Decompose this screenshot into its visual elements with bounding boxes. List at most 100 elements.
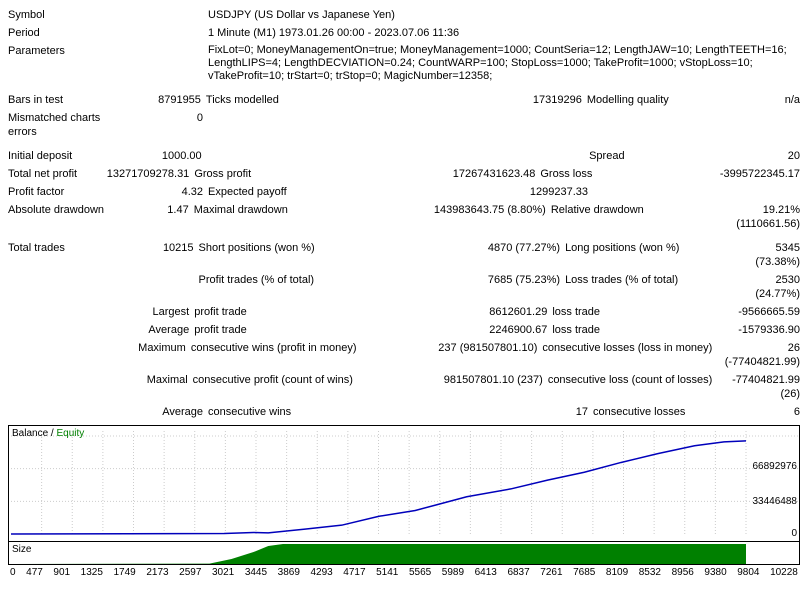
chart-legend: Balance / Equity [12,428,84,439]
params-value: FixLot=0; MoneyManagementOn=true; MoneyM… [208,44,800,83]
apt-val: 2246900.67 [380,323,552,337]
modq-label: Modelling quality [587,93,785,107]
x-axis: 0477901132517492173259730213445386942934… [8,567,800,578]
xtick: 5565 [409,567,431,578]
mcls-label: consecutive loss (count of losses) [548,373,732,401]
row-period: Period 1 Minute (M1) 1973.01.26 00:00 - … [8,26,800,40]
mcw-val: 237 (981507801.10) [373,341,542,369]
symbol-label: Symbol [8,8,118,22]
xtick: 5989 [442,567,464,578]
acl-label: consecutive losses [593,405,793,419]
absdd-val: 1.47 [110,203,194,231]
xtick: 10228 [770,567,798,578]
tt-label: Total trades [8,241,113,269]
llt-val: -9566665.59 [738,305,800,319]
maxdd-label: Maximal drawdown [194,203,379,231]
params-label: Parameters [8,44,118,83]
ep-val: 1299237.33 [408,185,593,199]
pf-val: 4.32 [118,185,208,199]
balance-svg [9,426,799,541]
mcl-label: consecutive losses (loss in money) [542,341,724,369]
acl-val: 6 [793,405,800,419]
row-parameters: Parameters FixLot=0; MoneyManagementOn=t… [8,44,800,83]
xtick: 7685 [573,567,595,578]
size-legend: Size [12,544,31,555]
xtick: 3445 [245,567,267,578]
spread-val: 20 [788,149,800,163]
maximal-label: Maximal [109,373,192,401]
lt-label: Loss trades (% of total) [565,273,755,301]
llt-label: loss trade [552,305,738,319]
xtick: 1325 [81,567,103,578]
apt-label: profit trade [194,323,380,337]
maxdd-val: 143983643.75 (8.80%) [379,203,551,231]
short-label: Short positions (won %) [199,241,389,269]
gross-val: 17267431623.48 [374,167,541,181]
xtick: 6413 [475,567,497,578]
grossloss-val: -3995722345.17 [720,167,800,181]
period-value: 1 Minute (M1) 1973.01.26 00:00 - 2023.07… [208,26,800,40]
netprofit-label: Total net profit [8,167,107,181]
xtick: 4293 [310,567,332,578]
ytick-3: 0 [791,528,797,539]
absdd-label: Absolute drawdown [8,203,110,231]
long-val: 5345 (73.38%) [755,241,800,269]
modq-val: n/a [785,93,800,107]
balance-equity-chart: Balance / Equity 66892976 33446488 0 [9,426,799,541]
xtick: 901 [53,567,70,578]
xtick: 8956 [672,567,694,578]
long-label: Long positions (won %) [565,241,755,269]
short-val: 4870 (77.27%) [389,241,565,269]
xtick: 5141 [376,567,398,578]
xtick: 8109 [606,567,628,578]
period-label: Period [8,26,118,40]
ytick-2: 33446488 [753,496,798,507]
average-label2: Average [118,405,208,419]
pt-val: 7685 (75.23%) [389,273,565,301]
ticks-val: 17319296 [404,93,587,107]
lt-val: 2530 (24.77%) [755,273,800,301]
mcp-val: 981507801.10 (237) [377,373,548,401]
alt-val: -1579336.90 [738,323,800,337]
bars-label: Bars in test [8,93,117,107]
xtick: 2173 [146,567,168,578]
strategy-chart: Balance / Equity 66892976 33446488 0 Siz… [8,425,800,565]
xtick: 9804 [737,567,759,578]
xtick: 8532 [639,567,661,578]
pf-label: Profit factor [8,185,118,199]
pt-label: Profit trades (% of total) [199,273,389,301]
reldd-val: 19.21% (1110661.56) [736,203,800,231]
mcw-label: consecutive wins (profit in money) [191,341,373,369]
xtick: 477 [26,567,43,578]
gross-label: Gross profit [194,167,374,181]
maximum-label: Maximum [108,341,191,369]
equity-legend: Equity [56,428,84,439]
mcp-label: consecutive profit (count of wins) [193,373,377,401]
size-chart: Size [9,541,799,564]
largest-label: Largest [110,305,194,319]
mcls-val: -77404821.99 (26) [732,373,800,401]
initdep-val: 1000.00 [117,149,206,163]
bars-val: 8791955 [117,93,206,107]
mism-label: Mismatched charts errors [8,111,118,139]
ep-label: Expected payoff [208,185,408,199]
xtick: 3021 [212,567,234,578]
alt-label: loss trade [552,323,738,337]
balance-legend: Balance [12,428,48,439]
tt-val: 10215 [113,241,199,269]
xtick: 1749 [114,567,136,578]
xtick: 6837 [507,567,529,578]
initdep-label: Initial deposit [8,149,117,163]
xtick: 2597 [179,567,201,578]
lpt-label: profit trade [194,305,380,319]
ytick-1: 66892976 [753,461,798,472]
reldd-label: Relative drawdown [551,203,736,231]
ticks-label: Ticks modelled [206,93,404,107]
xtick: 3869 [278,567,300,578]
mism-val: 0 [118,111,208,139]
acw-label: consecutive wins [208,405,408,419]
xtick: 9380 [704,567,726,578]
lpt-val: 8612601.29 [380,305,552,319]
xtick: 4717 [343,567,365,578]
spread-label: Spread [589,149,788,163]
